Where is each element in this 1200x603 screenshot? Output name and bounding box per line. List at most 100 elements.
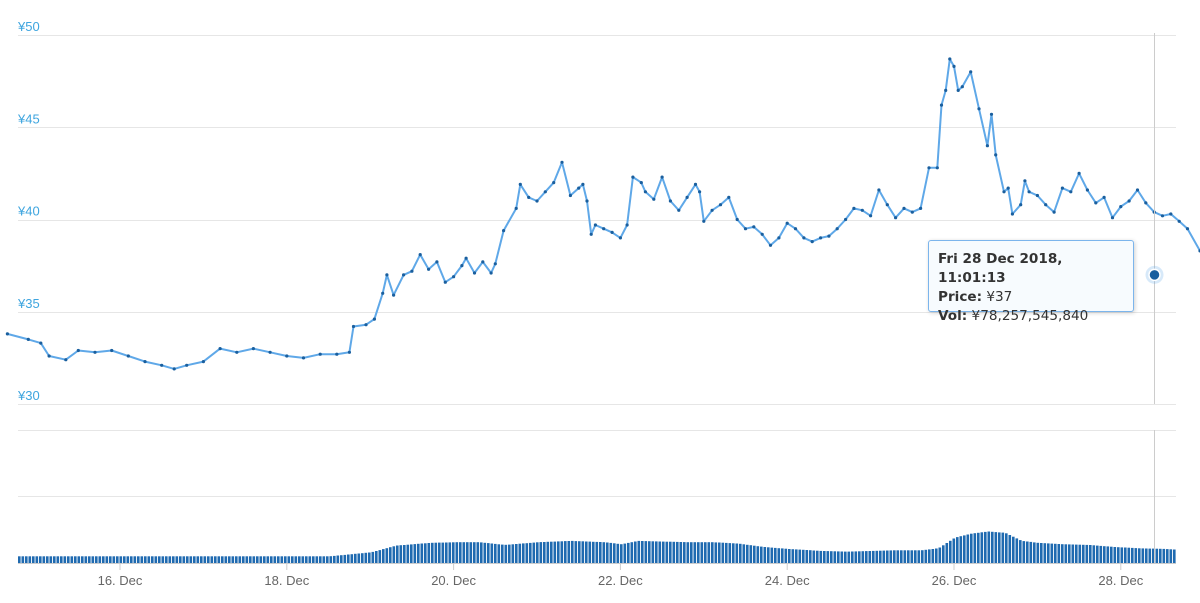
volume-bar [1001,532,1005,563]
volume-bar [826,551,830,563]
volume-bar [200,556,203,563]
volume-bar [410,544,413,563]
price-point-marker [844,217,848,222]
volume-bar [679,542,683,563]
price-point-marker [1110,216,1115,220]
volume-bar [791,549,795,563]
price-point-marker [1010,212,1015,216]
volume-bar [564,541,567,563]
volume-bar [242,556,245,563]
volume-bar [560,541,564,563]
price-point-marker [1052,210,1056,214]
volume-bar [816,550,819,563]
volume-bar [1152,548,1155,563]
volume-bar [21,556,25,563]
volume-bar [718,542,721,563]
volume-bar [756,546,760,563]
volume-bar [1019,540,1022,563]
price-point-marker [602,227,606,231]
volume-bar [1106,546,1110,563]
price-point-marker [939,103,944,107]
volume-bar [266,556,270,563]
volume-bar [392,546,396,563]
price-point-marker [518,182,522,186]
volume-bar [511,544,515,563]
volume-bar [858,551,861,563]
x-tick-label: 20. Dec [431,573,476,588]
volume-bar [557,541,560,563]
volume-bar [606,542,609,563]
volume-bar [35,556,39,563]
price-point-marker [935,166,939,170]
volume-bar [112,556,116,563]
volume-bar [721,542,725,563]
price-point-marker [502,229,506,233]
volume-bar [1117,547,1120,563]
volume-bar [1054,543,1057,563]
volume-bar [63,556,67,563]
price-point-marker [126,354,130,358]
volume-bar [1050,543,1054,563]
volume-bar [56,556,60,563]
volume-bar [396,545,399,563]
price-point-marker [956,88,960,92]
volume-bar [581,541,585,563]
volume-bar [42,556,46,563]
price-point-marker [5,332,9,336]
volume-bar [270,556,273,563]
volume-bar [532,542,536,563]
volume-bar [263,556,266,563]
volume-bar [88,556,91,563]
volume-bar [693,542,697,563]
price-point-marker [1085,188,1089,192]
volume-bar [613,543,616,563]
volume-bar [1057,544,1061,563]
volume-bar [70,556,74,563]
price-point-marker [1169,212,1173,216]
volume-bar [469,542,473,563]
volume-bar [938,547,942,563]
tooltip-volume-value: ¥78,257,545,840 [971,308,1089,324]
volume-bar [686,542,690,563]
price-point-marker [581,182,585,186]
price-point-marker [452,275,456,279]
price-point-marker [1044,203,1048,207]
volume-bar [312,556,315,563]
volume-bar [116,556,119,563]
volume-bar [455,542,459,563]
volume-bar [60,556,63,563]
volume-bar [354,553,357,563]
volume-bar [81,556,84,563]
price-point-marker [625,223,629,227]
volume-bar [889,550,893,563]
volume-bar [970,533,973,563]
volume-bar [896,550,900,563]
volume-bar [67,556,70,563]
price-point-marker [1185,227,1190,231]
volume-bar [441,542,445,563]
volume-bar [294,556,298,563]
volume-bar [648,541,651,563]
volume-bar [487,543,490,563]
tooltip-volume-row: Vol: ¥78,257,545,840 [938,307,1123,326]
volume-bar [357,553,361,563]
volume-bar [616,543,620,563]
volume-bar [1078,544,1082,563]
volume-bar [543,542,546,563]
price-point-marker [869,214,873,218]
volume-bar [280,556,284,563]
price-point-marker [860,208,864,212]
x-tick-label: 24. Dec [765,573,810,588]
volume-bar [644,541,648,563]
volume-bar [504,544,508,563]
volume-bar [277,556,280,563]
price-point-marker [977,107,981,111]
volume-bar [508,544,511,563]
price-point-marker [26,337,30,341]
volume-bar [914,550,917,563]
volume-bar [833,551,837,563]
volume-bar [529,542,532,563]
volume-bar [448,542,452,563]
volume-bar [1096,545,1099,563]
volume-bar [777,548,781,563]
